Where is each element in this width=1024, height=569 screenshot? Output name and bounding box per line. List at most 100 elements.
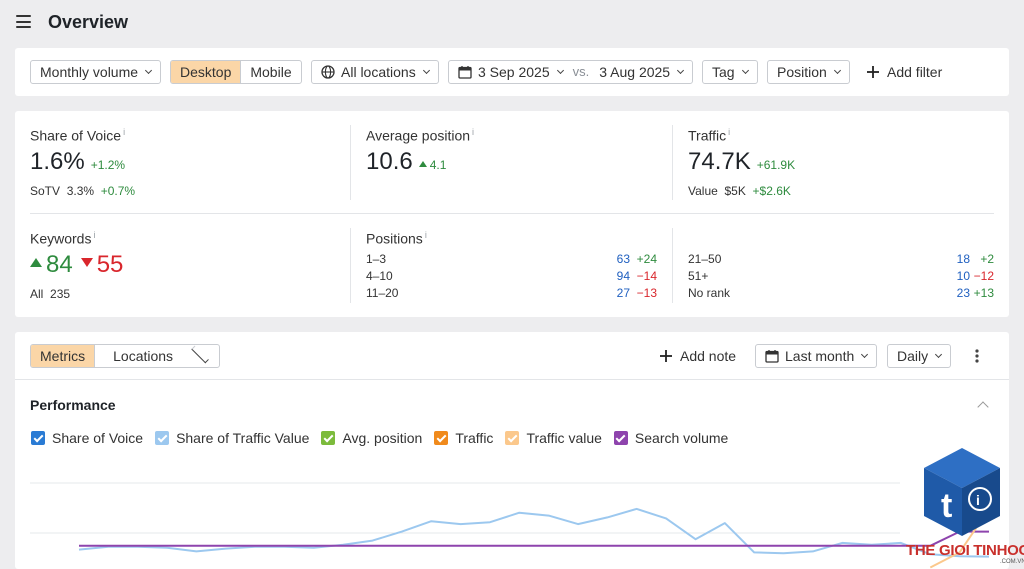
legend-label: Avg. position (342, 430, 423, 446)
volume-label: Monthly volume (40, 64, 139, 80)
legend-item[interactable]: Traffic value (505, 430, 602, 446)
position-delta: −14 (636, 269, 657, 283)
position-range: 51+ (688, 269, 709, 283)
legend-item[interactable]: Traffic (434, 430, 493, 446)
collapse-icon[interactable] (977, 398, 989, 416)
menu-icon[interactable] (16, 15, 31, 28)
position-count: 27 (616, 286, 630, 300)
tag-dropdown[interactable]: Tag (702, 60, 758, 84)
checkbox-icon[interactable] (321, 431, 336, 445)
divider (672, 228, 673, 303)
period-dropdown[interactable]: Last month (755, 344, 878, 368)
top-bar: Overview (0, 0, 1024, 46)
divider (350, 228, 351, 303)
more-options-icon[interactable] (973, 348, 981, 364)
info-icon[interactable]: i (472, 127, 475, 137)
divider (350, 125, 351, 200)
divider (15, 379, 1009, 380)
watermark-logo: t i THE GIOI TINHOC .COM.VN (900, 444, 1024, 569)
checkbox-icon[interactable] (155, 431, 170, 445)
checkbox-icon[interactable] (434, 431, 449, 445)
position-count: 63 (616, 252, 630, 266)
position-delta: −13 (636, 286, 657, 300)
granularity-label: Daily (897, 348, 929, 364)
plus-icon (660, 350, 672, 362)
legend-label: Traffic value (526, 430, 602, 446)
locations-label: All locations (341, 64, 416, 80)
date-range-dropdown[interactable]: 3 Sep 2025 vs. 3 Aug 2025 (448, 60, 694, 84)
position-delta: −12 (973, 269, 994, 283)
date-from: 3 Sep 2025 (478, 64, 550, 80)
legend-item[interactable]: Share of Voice (31, 430, 143, 446)
arrow-up-icon (418, 161, 427, 167)
position-count: 23 (956, 286, 970, 300)
watermark-text: THE GIOI TINHOC (906, 542, 1024, 559)
legend-item[interactable]: Search volume (613, 430, 728, 446)
sov-label: Share of Voice i (30, 127, 126, 144)
position-range: 11–20 (366, 286, 399, 300)
chevron-down-icon (422, 66, 430, 75)
calendar-icon (765, 350, 779, 363)
chevron-down-icon (191, 345, 209, 364)
svg-text:t: t (941, 487, 952, 525)
tag-label: Tag (712, 64, 735, 80)
chevron-down-icon (741, 66, 749, 75)
date-to: 3 Aug 2025 (599, 64, 671, 80)
view-toggle: Metrics Locations (30, 344, 221, 368)
stats-panel: Share of Voice i 1.6% +1.2% SoTV 3.3% +0.7… (15, 111, 1009, 317)
info-icon[interactable]: i (728, 127, 731, 137)
series-line (78, 507, 990, 558)
keywords-label: Keywords i (30, 230, 96, 247)
cube-logo: t i (924, 448, 1000, 536)
add-note-button[interactable]: Add note (660, 348, 736, 364)
all-row: All 235 (30, 287, 71, 301)
globe-icon (321, 65, 335, 79)
metrics-tab[interactable]: Metrics (31, 345, 95, 367)
legend-item[interactable]: Share of Traffic Value (155, 430, 309, 446)
chart-legend: Share of Voice Share of Traffic Value Avg.… (31, 430, 728, 446)
checkbox-icon[interactable] (505, 431, 520, 445)
divider (672, 125, 673, 200)
avgpos-label: Average position i (366, 127, 475, 144)
legend-item[interactable]: Avg. position (321, 430, 422, 446)
position-range: No rank (688, 286, 731, 300)
avgpos-delta: 4.1 (418, 158, 446, 172)
checkbox-icon[interactable] (613, 431, 628, 445)
period-label: Last month (785, 348, 855, 364)
mobile-tab[interactable]: Mobile (240, 61, 300, 83)
info-icon[interactable]: i (93, 230, 96, 240)
position-delta: +24 (636, 252, 657, 266)
legend-label: Traffic (455, 430, 494, 446)
checkbox-icon[interactable] (31, 431, 45, 445)
sotv-row: SoTV 3.3% +0.7% (30, 184, 136, 198)
chevron-down-icon (861, 350, 869, 359)
chart-panel: Metrics Locations Add note Last month Da… (15, 332, 1009, 569)
performance-title: Performance (30, 397, 116, 413)
position-range: 21–50 (688, 252, 722, 266)
info-icon[interactable]: i (424, 230, 427, 240)
legend-label: Share of Voice (52, 430, 144, 446)
position-count: 18 (956, 252, 970, 266)
performance-chart (30, 482, 990, 569)
watermark-domain: .COM.VN (1000, 559, 1024, 565)
add-filter-button[interactable]: Add filter (867, 64, 942, 80)
position-range: 4–10 (366, 269, 393, 283)
device-toggle: Desktop Mobile (170, 60, 302, 84)
chevron-down-icon (145, 66, 153, 75)
add-note-label: Add note (680, 348, 737, 364)
avgpos-value: 10.6 4.1 (366, 148, 447, 175)
svg-text:i: i (976, 492, 980, 508)
arrow-down-icon (80, 258, 93, 267)
volume-dropdown[interactable]: Monthly volume (30, 60, 162, 84)
add-filter-label: Add filter (887, 64, 943, 80)
granularity-dropdown[interactable]: Daily (887, 344, 952, 368)
filter-bar: Monthly volume Desktop Mobile All locati… (15, 48, 1009, 96)
calendar-icon (458, 66, 472, 79)
traffic-value: 74.7K +61.9K (688, 148, 796, 175)
keywords-value: 84 55 (30, 251, 123, 279)
locations-dropdown[interactable]: All locations (311, 60, 439, 84)
desktop-tab[interactable]: Desktop (171, 61, 241, 83)
info-icon[interactable]: i (123, 127, 126, 137)
locations-tab[interactable]: Locations (94, 345, 219, 367)
position-dropdown[interactable]: Position (767, 60, 850, 84)
